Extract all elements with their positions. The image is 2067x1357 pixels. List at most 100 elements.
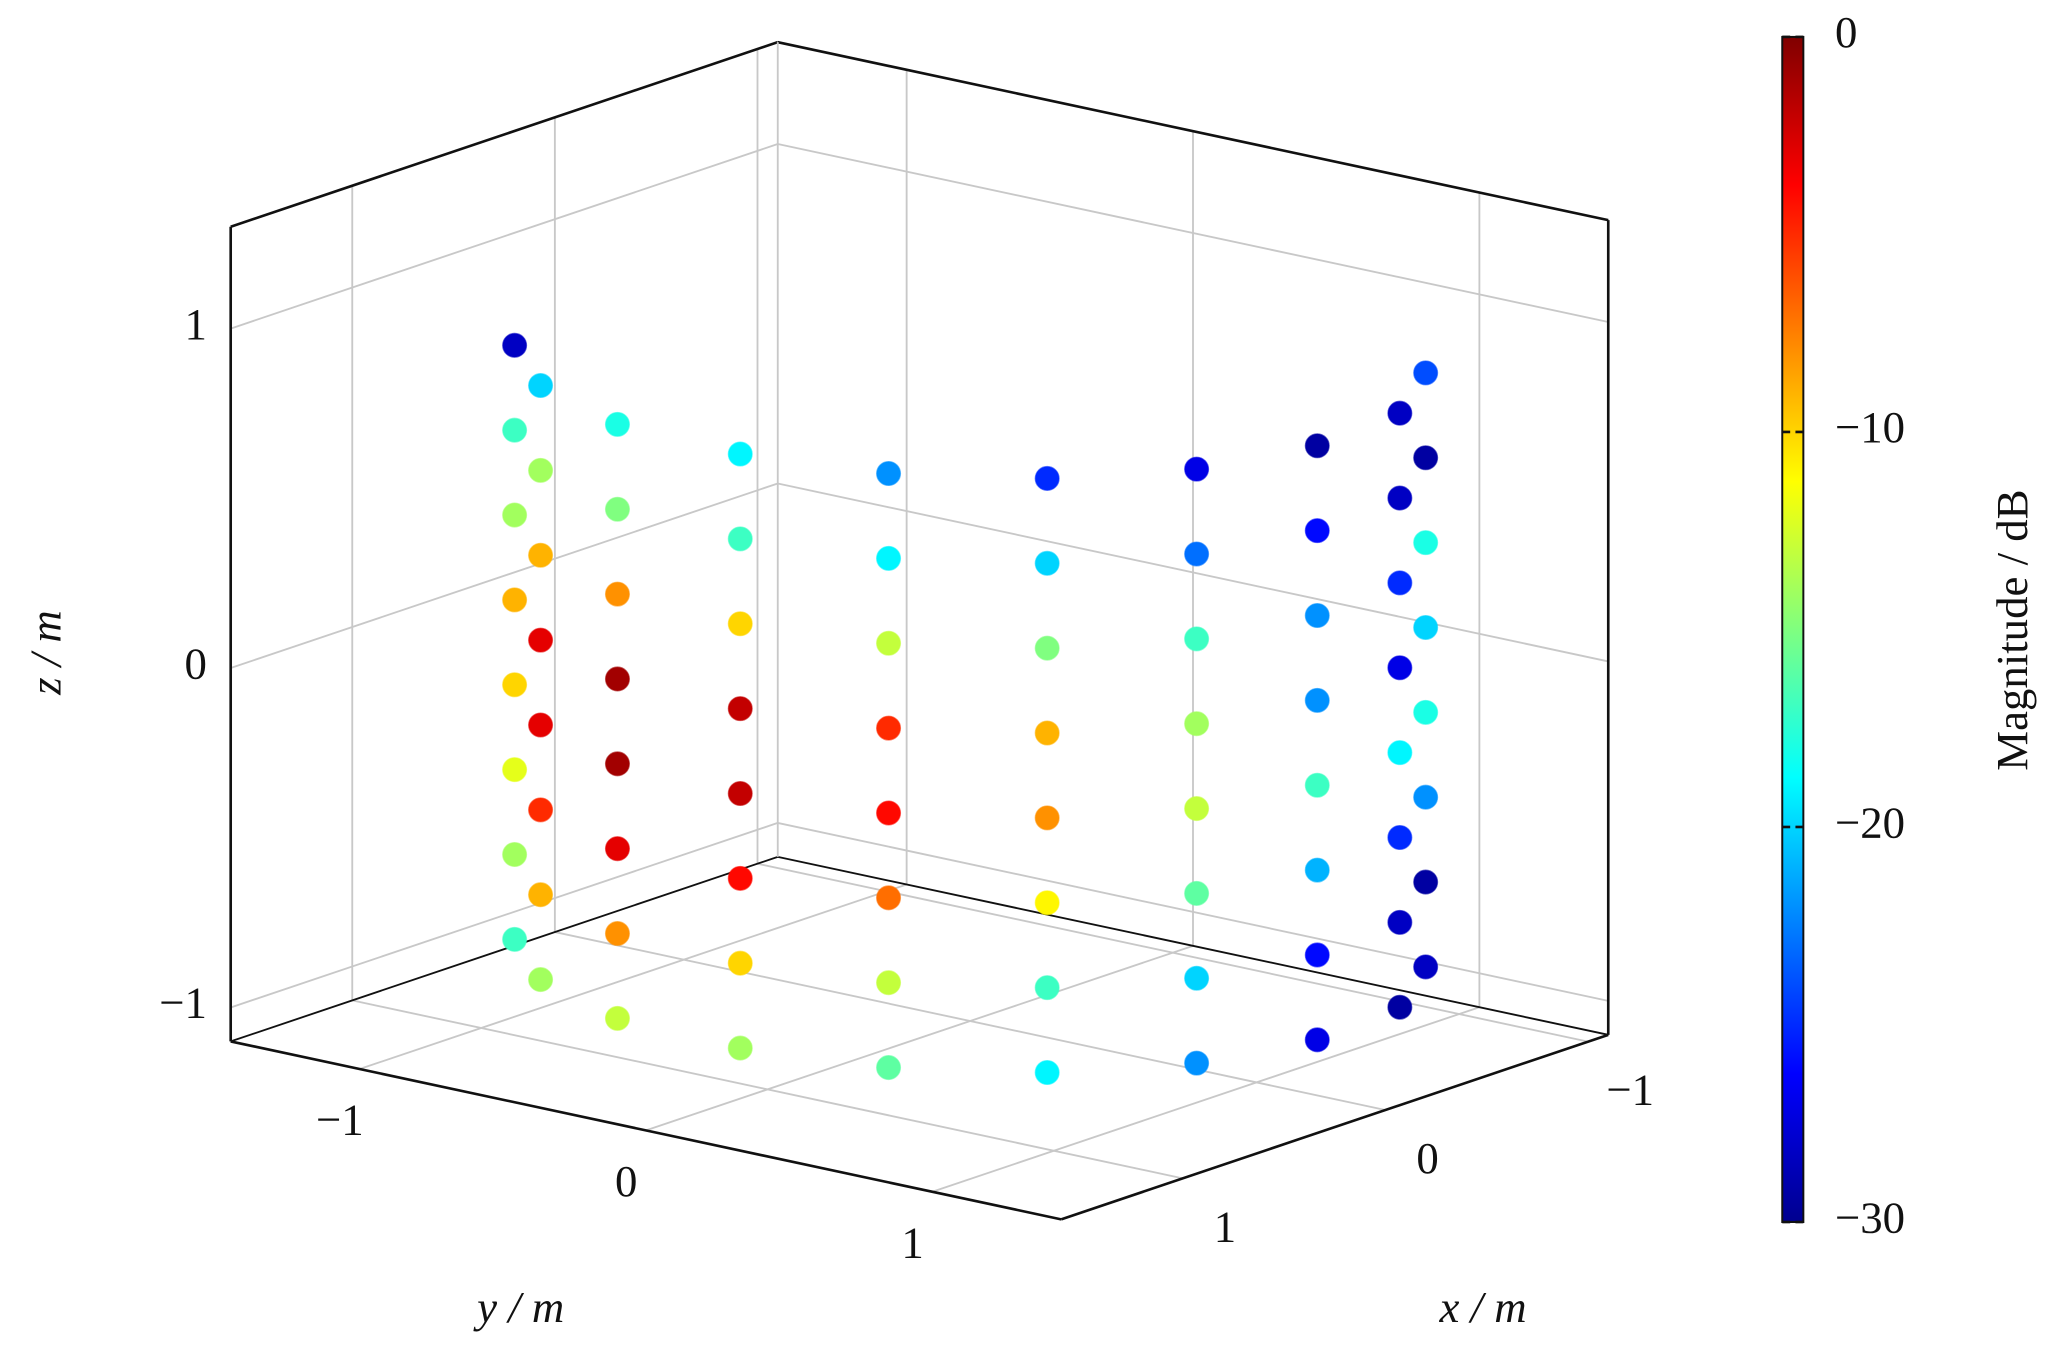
data-point: [1304, 602, 1330, 629]
data-point: [1034, 805, 1060, 831]
box-edge: [777, 40, 1609, 222]
data-point: [528, 542, 554, 568]
y-axis-label: y / m: [473, 1282, 564, 1332]
x-tick-label: −1: [1606, 1065, 1654, 1115]
box-edge: [230, 40, 779, 228]
data-point: [528, 712, 554, 738]
colorbar-tick-label: −10: [1835, 402, 1905, 452]
data-point: [1413, 360, 1439, 386]
data-point: [502, 332, 528, 358]
data-point: [1387, 740, 1413, 766]
grid-line: [932, 1006, 1480, 1193]
data-point: [502, 841, 528, 868]
data-point: [1304, 687, 1330, 713]
data-point: [876, 885, 902, 911]
data-point: [502, 587, 528, 613]
data-point: [1413, 614, 1439, 640]
data-point: [727, 696, 753, 722]
data-point: [1413, 954, 1439, 980]
grid-line: [359, 883, 907, 1070]
grid-line: [645, 944, 1194, 1132]
data-point: [876, 460, 902, 487]
data-point: [1387, 909, 1413, 935]
data-point: [604, 751, 630, 777]
data-point: [1184, 456, 1210, 482]
grid-line: [352, 999, 1183, 1180]
y-tick-label: 0: [615, 1156, 637, 1206]
data-point: [528, 967, 554, 993]
box-edge: [230, 1040, 1062, 1221]
z-tick-label: 0: [185, 638, 207, 688]
data-point: [1304, 1027, 1330, 1053]
data-point: [1387, 824, 1413, 851]
data-point: [1304, 772, 1330, 798]
data-point: [528, 627, 554, 653]
data-point: [1184, 880, 1210, 906]
data-point: [727, 865, 753, 891]
data-point: [1304, 433, 1330, 459]
data-point: [604, 411, 630, 437]
data-point: [1034, 1059, 1060, 1086]
box-edge: [777, 855, 1609, 1036]
data-point: [1184, 711, 1210, 737]
data-point: [1413, 445, 1439, 471]
data-point: [876, 630, 902, 656]
grid-line: [230, 143, 779, 330]
z-axis-label: z / m: [20, 610, 70, 696]
data-point: [1387, 570, 1413, 596]
x-tick-label: 0: [1416, 1133, 1438, 1183]
data-point: [502, 757, 528, 783]
data-point: [1387, 400, 1413, 426]
data-point: [876, 715, 902, 741]
data-point: [528, 882, 554, 908]
data-point: [1413, 784, 1439, 810]
data-point: [1184, 796, 1210, 822]
data-point: [1184, 1050, 1210, 1076]
data-point: [1304, 857, 1330, 883]
data-point: [502, 672, 528, 698]
data-point: [1034, 720, 1060, 746]
data-point: [727, 611, 753, 637]
grid-line: [230, 482, 779, 669]
data-point: [1387, 994, 1413, 1020]
data-point: [604, 836, 630, 862]
data-point: [876, 545, 902, 571]
data-point: [1184, 626, 1210, 652]
labels: −1 0 1 −1 0 1 −1 0 1: [159, 299, 1654, 1268]
data-point: [528, 457, 554, 483]
data-point: [502, 502, 528, 528]
y-tick-label: −1: [316, 1095, 364, 1145]
data-point: [727, 950, 753, 976]
data-point: [604, 921, 630, 947]
data-point: [528, 373, 554, 399]
data-point: [604, 1005, 630, 1031]
data-point: [727, 780, 753, 807]
data-point: [1034, 635, 1060, 661]
data-point: [1387, 485, 1413, 511]
grid-line: [554, 931, 1386, 1111]
x-tick-label: 1: [1214, 1201, 1236, 1251]
z-tick-label: −1: [159, 978, 207, 1028]
data-point: [1387, 655, 1413, 681]
data-point: [1034, 890, 1060, 916]
colorbar-label: Magnitude / dB: [1987, 489, 2037, 770]
data-point: [876, 970, 902, 996]
box-edge: [230, 855, 779, 1043]
data-point: [604, 666, 630, 692]
data-point: [1034, 975, 1060, 1001]
colorbar-tick-label: −30: [1835, 1192, 1905, 1242]
colorbar-tick-label: −20: [1835, 797, 1905, 847]
data-point: [604, 496, 630, 522]
data-point: [502, 417, 528, 443]
data-point: [1413, 699, 1439, 725]
data-point: [528, 797, 554, 823]
data-point: [876, 1055, 902, 1081]
data-point: [1304, 518, 1330, 544]
x-axis-label: x / m: [1438, 1282, 1526, 1332]
colorbar: [1781, 35, 1805, 1223]
points: [502, 332, 1439, 1086]
data-point: [1184, 541, 1210, 567]
data-point: [727, 526, 753, 552]
y-tick-label: 1: [901, 1217, 923, 1267]
